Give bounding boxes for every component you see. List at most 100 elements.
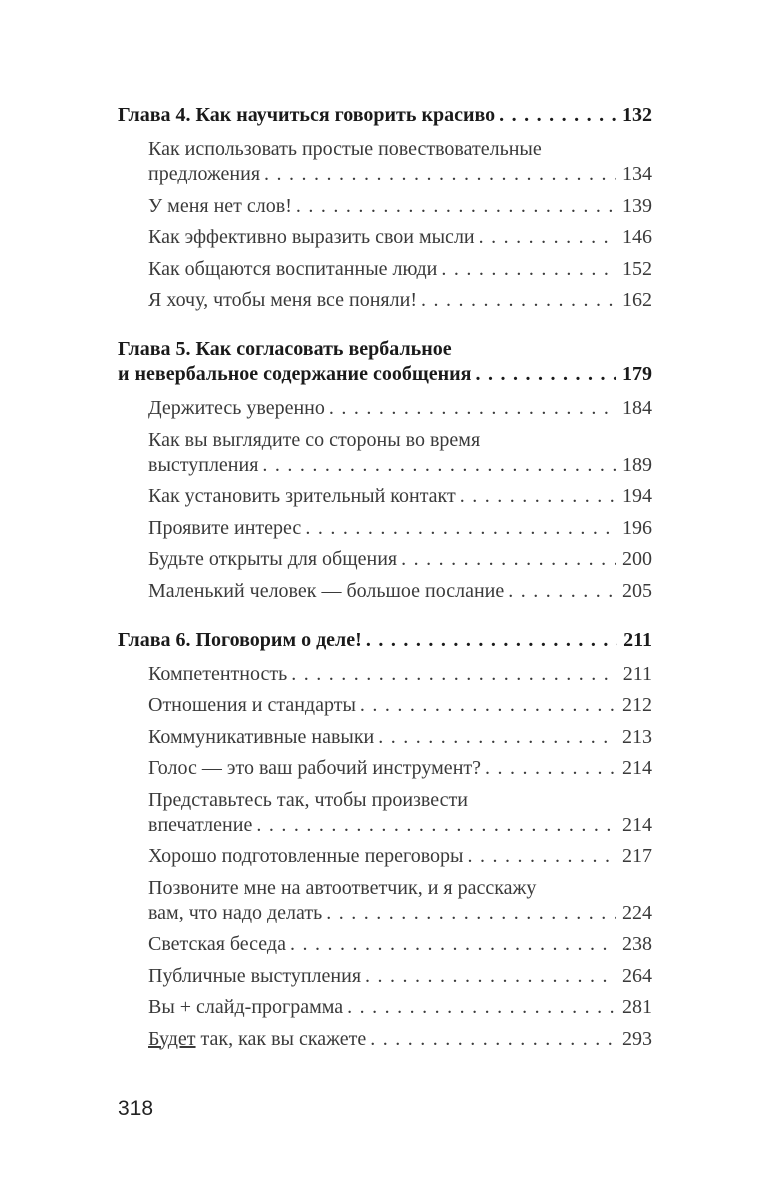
toc-title-line: Глава 6. Поговорим о деле!: [118, 628, 362, 651]
toc-title-line: Глава 5. Как согласовать вербальное: [118, 338, 452, 360]
toc-title-line: Как общаются воспитанные люди: [148, 257, 438, 280]
toc-title-line: и невербальное содержание сообщения: [118, 363, 472, 385]
toc-title-line: Как использовать простые повествовательн…: [148, 138, 542, 160]
toc-entry: Будьте открыты для общения 200: [118, 547, 652, 572]
toc-title-line: Отношения и стандарты: [148, 694, 356, 716]
toc-row: Глава 4. Как научиться говорить красиво 1…: [118, 103, 652, 128]
toc-title-line: Хорошо подготовленные переговоры: [148, 845, 464, 867]
toc-page-number: 213: [622, 725, 652, 748]
toc-row: Я хочу, чтобы меня все поняли! 162: [148, 288, 652, 313]
toc-row: Отношения и стандарты 212: [148, 693, 652, 718]
toc-page-number: 217: [622, 845, 652, 867]
toc-title-line: Держитесь уверенно: [148, 397, 325, 419]
toc-row: Светская беседа 238: [148, 932, 652, 957]
dot-leader: [291, 662, 617, 687]
toc-entry: Как вы выглядите со стороны во время выст…: [118, 428, 652, 478]
toc-title-line: Представьтесь так, чтобы произвести: [148, 788, 468, 811]
toc-row: выступления 189: [148, 453, 652, 478]
toc-entry: Я хочу, чтобы меня все поняли! 162: [118, 288, 652, 313]
toc-page-number: 212: [622, 694, 652, 716]
toc-row: Как эффективно выразить свои мысли 146: [148, 225, 652, 250]
toc-row: Вы + слайд-программа 281: [148, 995, 652, 1020]
toc-page-number: 264: [622, 964, 652, 987]
dot-leader: [479, 225, 616, 250]
toc-page-number: 132: [622, 104, 652, 126]
underlined-word: Будет: [148, 1027, 196, 1050]
toc-title-line: Как эффективно выразить свои мысли: [148, 226, 475, 248]
toc-title-line: предложения: [148, 163, 261, 185]
toc-entry: Как использовать простые повествовательн…: [118, 137, 652, 187]
dot-leader: [262, 453, 616, 478]
toc-title-line: Маленький человек — большое послание: [148, 579, 505, 602]
dot-leader: [256, 813, 616, 838]
toc-row: Как общаются воспитанные люди 152: [148, 257, 652, 282]
toc-chapter: Глава 6. Поговорим о деле! 211: [118, 628, 652, 653]
toc-row: Маленький человек — большое послание 205: [148, 579, 652, 604]
toc-page-number: 281: [622, 996, 652, 1018]
dot-leader: [329, 396, 616, 421]
toc-title-line: Проявите интерес: [148, 516, 302, 539]
dot-leader: [366, 628, 617, 653]
toc-entry: Маленький человек — большое послание 205: [118, 579, 652, 604]
toc-entry: Светская беседа 238: [118, 932, 652, 957]
page-number: 318: [118, 1097, 154, 1120]
toc-title-line: Будет так, как вы скажете: [148, 1027, 367, 1050]
table-of-contents: Глава 4. Как научиться говорить красиво 1…: [118, 103, 652, 1052]
toc-entry: Хорошо подготовленные переговоры 217: [118, 844, 652, 869]
toc-row: Публичные выступления 264: [148, 964, 652, 989]
toc-entry: Как эффективно выразить свои мысли 146: [118, 225, 652, 250]
dot-leader: [401, 547, 616, 572]
toc-page-number: 224: [622, 901, 652, 924]
toc-row: У меня нет слов! 139: [148, 194, 652, 219]
toc-title-line: Как вы выглядите со стороны во время: [148, 428, 481, 451]
toc-row: Голос — это ваш рабочий инструмент? 214: [148, 756, 652, 781]
dot-leader: [365, 964, 616, 989]
toc-entry: Позвоните мне на автоответчик, и я расск…: [118, 876, 652, 926]
dot-leader: [499, 103, 616, 128]
toc-page-number: 189: [622, 453, 652, 476]
toc-title-line: Как установить зрительный контакт: [148, 485, 456, 507]
toc-page-number: 146: [622, 226, 652, 248]
dot-leader: [460, 484, 616, 509]
toc-entry: Представьтесь так, чтобы произвести впеча…: [118, 788, 652, 838]
toc-entry: Как установить зрительный контакт 194: [118, 484, 652, 509]
toc-title-line: Вы + слайд-программа: [148, 996, 344, 1018]
dot-leader: [475, 362, 616, 387]
toc-row: Будьте открыты для общения 200: [148, 547, 652, 572]
toc-title-line: Позвоните мне на автоответчик, и я расск…: [148, 876, 537, 899]
dot-leader: [508, 579, 616, 604]
dot-leader: [467, 844, 616, 869]
toc-page-number: 293: [622, 1027, 652, 1050]
toc-page-number: 162: [622, 289, 652, 311]
toc-entry: Как общаются воспитанные люди 152: [118, 257, 652, 282]
toc-row: Будет так, как вы скажете 293: [148, 1027, 652, 1052]
toc-entry: Держитесь уверенно 184: [118, 396, 652, 421]
dot-leader: [360, 693, 616, 718]
toc-page-number: 196: [622, 516, 652, 539]
toc-row: Коммуникативные навыки 213: [148, 725, 652, 750]
toc-row: Хорошо подготовленные переговоры 217: [148, 844, 652, 869]
toc-title-line: У меня нет слов!: [148, 194, 292, 217]
dot-leader: [305, 516, 616, 541]
toc-entry: Отношения и стандарты 212: [118, 693, 652, 718]
dot-leader: [326, 901, 616, 926]
toc-title-line: Глава 4. Как научиться говорить красиво: [118, 104, 496, 126]
toc-row: Как установить зрительный контакт 194: [148, 484, 652, 509]
toc-entry: Коммуникативные навыки 213: [118, 725, 652, 750]
toc-page-number: 134: [622, 163, 652, 185]
toc-entry: Вы + слайд-программа 281: [118, 995, 652, 1020]
toc-page-number: 211: [622, 662, 652, 685]
toc-page-number: 152: [622, 257, 652, 280]
toc-page-number: 139: [622, 194, 652, 217]
toc-title-line: Светская беседа: [148, 933, 286, 955]
toc-title-line: Публичные выступления: [148, 964, 362, 987]
toc-row: предложения 134: [148, 162, 652, 187]
dot-leader: [296, 194, 616, 219]
toc-page-number: 214: [622, 757, 652, 779]
toc-title-line: вам, что надо делать: [148, 901, 323, 924]
dot-leader: [421, 288, 616, 313]
dot-leader: [264, 162, 616, 187]
dot-leader: [370, 1027, 616, 1052]
toc-row: Проявите интерес 196: [148, 516, 652, 541]
toc-title-line: Компетентность: [148, 662, 288, 685]
